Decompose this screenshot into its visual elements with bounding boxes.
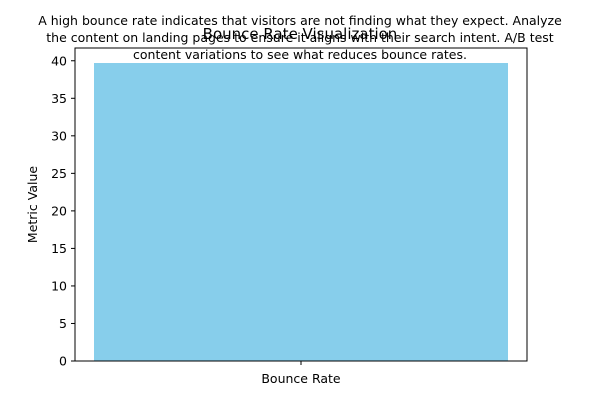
y-tick-label: 20 (51, 203, 67, 218)
bars-group (94, 63, 508, 361)
y-axis-ticks: 0 5 10 15 20 25 30 35 40 (51, 53, 75, 369)
y-tick-label: 25 (51, 166, 67, 181)
annotation-text: A high bounce rate indicates that visito… (38, 13, 562, 62)
x-tick-label: Bounce Rate (261, 371, 341, 386)
y-tick-label: 15 (51, 241, 67, 256)
y-tick-label: 5 (59, 316, 67, 331)
chart-title: Bounce Rate Visualization (203, 25, 398, 43)
annotation-line: A high bounce rate indicates that visito… (38, 13, 562, 28)
y-tick-label: 10 (51, 278, 67, 293)
annotation-line: content variations to see what reduces b… (133, 47, 467, 62)
annotation-line: the content on landing pages to ensure i… (46, 30, 554, 45)
y-tick-label: 30 (51, 128, 67, 143)
y-tick-label: 0 (59, 354, 67, 369)
y-axis-label: Metric Value (25, 166, 40, 243)
y-tick-label: 35 (51, 91, 67, 106)
x-axis-ticks: Bounce Rate (261, 361, 341, 386)
bar-bounce-rate (94, 63, 508, 361)
y-tick-label: 40 (51, 53, 67, 68)
